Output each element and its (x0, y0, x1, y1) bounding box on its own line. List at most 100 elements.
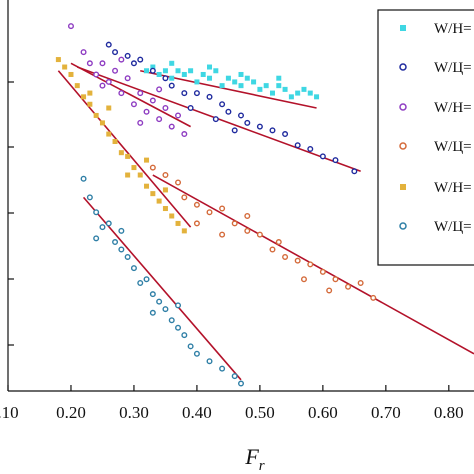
data-point (149, 291, 156, 298)
data-point (326, 287, 333, 294)
data-point (168, 317, 175, 324)
x-axis-title: Fr (244, 444, 264, 474)
data-point (55, 57, 61, 63)
data-point (212, 116, 219, 123)
data-point (332, 276, 339, 283)
data-point (181, 71, 187, 77)
data-point (124, 52, 131, 59)
x-tick-label: 0.40 (182, 403, 212, 422)
data-point (238, 71, 244, 77)
data-point (137, 172, 143, 178)
data-point (156, 71, 162, 77)
data-point (263, 83, 269, 89)
data-point (80, 49, 87, 56)
data-point (181, 131, 188, 138)
data-point (125, 172, 131, 178)
data-point (206, 209, 213, 216)
data-point (156, 116, 163, 123)
data-point (314, 94, 320, 100)
data-point (169, 75, 175, 81)
data-point (112, 239, 119, 246)
legend-label: W/Ц= (434, 219, 472, 235)
data-point (276, 83, 282, 89)
data-point (175, 112, 182, 119)
data-point (257, 86, 263, 92)
legend-label: W/H= (434, 21, 472, 37)
x-axis-title-main: F (244, 444, 259, 469)
data-point (181, 228, 187, 234)
data-point (162, 68, 168, 74)
data-point (175, 179, 182, 186)
x-axis-title-subscript: r (259, 458, 265, 474)
data-point (112, 67, 119, 74)
data-point (131, 165, 137, 171)
legend-marker (399, 142, 407, 150)
data-point (256, 231, 263, 238)
data-point (307, 90, 313, 96)
data-point (200, 71, 206, 77)
data-point (357, 280, 364, 287)
fit-line (152, 174, 474, 355)
data-point (244, 227, 251, 234)
data-point (238, 83, 244, 89)
data-point (99, 224, 106, 231)
legend-label: W/H= (434, 180, 472, 196)
data-point (86, 194, 93, 201)
data-point (118, 150, 124, 156)
data-point (150, 191, 156, 197)
data-point (232, 79, 238, 85)
data-point (149, 67, 156, 74)
data-point (175, 324, 182, 331)
data-point (307, 261, 314, 268)
data-point (219, 83, 225, 89)
y-axis-ticks (8, 81, 14, 346)
data-point (175, 302, 182, 309)
data-point (225, 108, 232, 115)
data-point (143, 276, 150, 283)
data-point (288, 94, 294, 100)
data-point (105, 220, 112, 227)
data-point (244, 119, 251, 126)
data-point (319, 153, 326, 160)
data-point (282, 86, 288, 92)
data-point (81, 94, 87, 100)
data-point (112, 139, 118, 145)
data-point (269, 127, 276, 134)
data-point (219, 205, 226, 212)
data-point (332, 157, 339, 164)
data-point (118, 56, 125, 63)
data-point (219, 231, 226, 238)
fit-line (57, 70, 192, 228)
data-point (105, 41, 112, 48)
data-point (118, 246, 125, 253)
data-point (300, 276, 307, 283)
data-point (188, 68, 194, 74)
data-point (93, 235, 100, 242)
data-point (193, 201, 200, 208)
x-tick-label: 0.50 (245, 403, 275, 422)
data-point (162, 206, 168, 212)
data-point (137, 119, 144, 126)
legend-label: W/H= (434, 100, 472, 116)
data-point (193, 350, 200, 357)
legend-marker (400, 184, 406, 190)
data-point (169, 60, 175, 66)
data-point (175, 220, 181, 226)
data-point (162, 75, 169, 82)
fit-line (76, 66, 361, 173)
data-point (295, 90, 301, 96)
data-point (275, 239, 282, 246)
data-point (307, 145, 314, 152)
data-point (143, 108, 150, 115)
data-point (62, 64, 68, 70)
data-point (149, 97, 156, 104)
x-tick-label: 0.30 (119, 403, 149, 422)
data-point (187, 343, 194, 350)
data-point (219, 101, 226, 108)
data-point (93, 209, 100, 216)
data-point (207, 64, 213, 70)
data-point (282, 131, 289, 138)
data-point (237, 112, 244, 119)
data-point (269, 246, 276, 253)
data-point (345, 283, 352, 290)
